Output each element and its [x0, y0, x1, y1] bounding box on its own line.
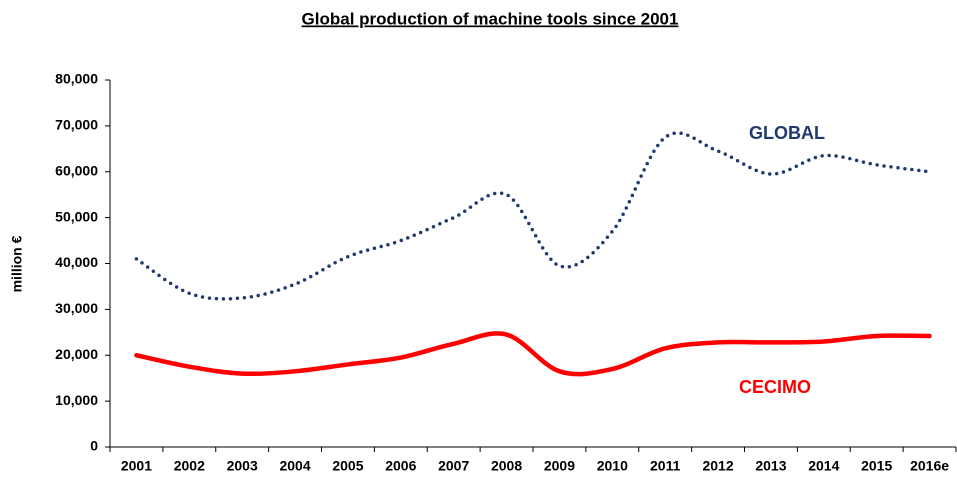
series-label: GLOBAL	[749, 123, 825, 143]
x-tick-label: 2015	[861, 458, 892, 474]
x-tick-label: 2016e	[910, 458, 949, 474]
x-tick-label: 2010	[597, 458, 628, 474]
y-tick-label: 10,000	[55, 392, 98, 408]
y-tick-label: 60,000	[55, 162, 98, 178]
y-tick-label: 30,000	[55, 300, 98, 316]
series-label: CECIMO	[739, 377, 811, 397]
series-line	[134, 131, 932, 301]
x-tick-label: 2007	[438, 458, 469, 474]
x-tick-label: 2001	[121, 458, 152, 474]
x-tick-label: 2012	[702, 458, 733, 474]
y-tick-label: 70,000	[55, 117, 98, 133]
x-tick-label: 2014	[808, 458, 839, 474]
x-tick-label: 2002	[174, 458, 205, 474]
x-tick-label: 2006	[385, 458, 416, 474]
x-tick-label: 2011	[650, 458, 681, 474]
x-tick-label: 2013	[755, 458, 786, 474]
x-tick-label: 2005	[332, 458, 363, 474]
y-tick-label: 80,000	[55, 71, 98, 87]
x-tick-label: 2008	[491, 458, 522, 474]
x-tick-label: 2003	[227, 458, 258, 474]
x-tick-label: 2009	[544, 458, 575, 474]
y-tick-label: 20,000	[55, 346, 98, 362]
chart-title: Global production of machine tools since…	[302, 9, 679, 28]
y-tick-label: 0	[90, 438, 98, 454]
y-tick-label: 50,000	[55, 208, 98, 224]
y-tick-label: 40,000	[55, 254, 98, 270]
series-line	[134, 331, 932, 377]
x-tick-label: 2004	[279, 458, 310, 474]
y-axis-label: million €	[9, 235, 25, 292]
